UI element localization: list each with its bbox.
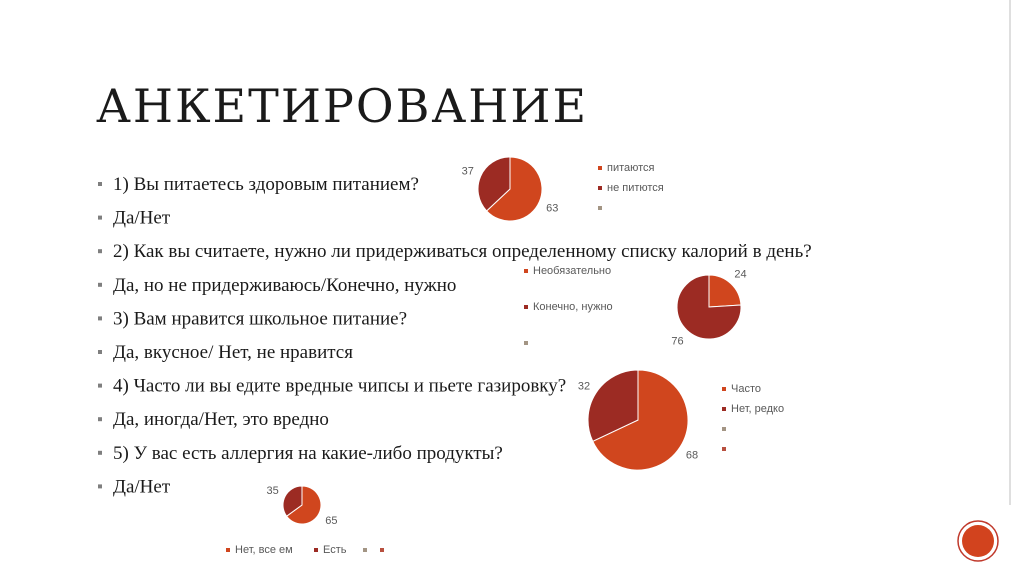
pie-chart: 65 35	[266, 485, 337, 527]
bullet-marker	[98, 383, 102, 388]
slide-title: АНКЕТИРОВАНИЕ	[96, 79, 588, 133]
legend-marker	[598, 166, 602, 170]
bullet-marker	[98, 215, 102, 220]
legend-marker	[314, 548, 318, 552]
pie-slice	[282, 485, 303, 517]
bullet-marker	[98, 484, 102, 489]
legend-item: питаются	[607, 162, 655, 174]
legend-label: Часто	[731, 383, 761, 395]
pie-slice	[587, 369, 639, 442]
legend-item: Часто	[731, 383, 761, 395]
legend-item: Конечно, нужно	[533, 301, 613, 313]
value-label: 37	[462, 166, 474, 178]
legend-label: Нет, редко	[731, 403, 785, 415]
value-label: 68	[686, 449, 698, 461]
legend-label: Необязательно	[533, 265, 612, 277]
pie-slice	[485, 156, 543, 222]
legend-label: Конечно, нужно	[533, 301, 613, 313]
pie-chart: 24 76	[671, 268, 746, 347]
value-label: 32	[578, 381, 590, 393]
legend-marker	[524, 341, 528, 345]
pie-slice	[592, 369, 689, 471]
legend-marker	[226, 548, 230, 552]
value-label: 76	[671, 336, 683, 348]
bullet-marker	[98, 417, 102, 422]
bullet-text: 5) У вас есть аллергия на какие-либо про…	[113, 443, 503, 464]
bullet-text: 4) Часто ли вы едите вредные чипсы и пье…	[113, 376, 566, 397]
bullet-marker	[98, 182, 102, 186]
legend-item: Необязательно	[533, 265, 612, 277]
bullet-marker	[98, 316, 102, 321]
legend-label: Есть	[323, 544, 347, 556]
legend-marker	[363, 548, 367, 552]
pie-slice	[285, 485, 322, 525]
legend-label: Нет, все ем	[235, 544, 293, 556]
bullet-text: 1) Вы питаетесь здоровым питанием?	[113, 174, 419, 195]
legend-marker	[722, 387, 726, 391]
legend-marker	[722, 427, 726, 431]
value-label: 35	[266, 485, 278, 497]
bullet-text: 2) Как вы считаете, нужно ли придерживат…	[113, 241, 812, 262]
pie-chart: 68 32	[578, 369, 698, 471]
icon-dot	[962, 525, 994, 557]
legend-marker	[380, 548, 384, 552]
bullet-text: Да/Нет	[113, 476, 171, 497]
corner-icon	[957, 520, 999, 562]
bullet-marker	[98, 249, 102, 254]
legend-marker	[722, 447, 726, 451]
bullet-text: Да, вкусное/ Нет, не нравится	[113, 342, 353, 363]
legend-marker	[598, 186, 602, 190]
bullet-text: 3) Вам нравится школьное питание?	[113, 308, 407, 329]
value-label: 24	[734, 268, 746, 280]
legend-marker	[524, 305, 528, 309]
legend-item: не питются	[607, 182, 664, 194]
bullet-marker	[98, 350, 102, 354]
bullet-marker	[98, 450, 102, 455]
pie-slice	[708, 274, 742, 308]
pie-slice	[676, 274, 742, 340]
legend-item: Нет, редко	[731, 403, 785, 415]
legend-label: не питются	[607, 182, 664, 194]
pie-slice	[477, 156, 511, 212]
value-label: 65	[325, 515, 337, 527]
legend-label: питаются	[607, 162, 655, 174]
bullet-text: Да, иногда/Нет, это вредно	[113, 409, 329, 430]
pie-chart: 63 37	[462, 156, 558, 222]
legend-item: Есть	[323, 544, 347, 556]
legend-marker	[524, 269, 528, 273]
bullet-text: Да, но не придерживаюсь/Конечно, нужно	[113, 275, 456, 296]
legend-marker	[722, 407, 726, 411]
legend-marker	[598, 206, 602, 210]
legend-item: Нет, все ем	[235, 544, 293, 556]
bullet-text: Да/Нет	[113, 208, 171, 229]
value-label: 63	[546, 202, 558, 214]
bullet-marker	[98, 282, 102, 287]
